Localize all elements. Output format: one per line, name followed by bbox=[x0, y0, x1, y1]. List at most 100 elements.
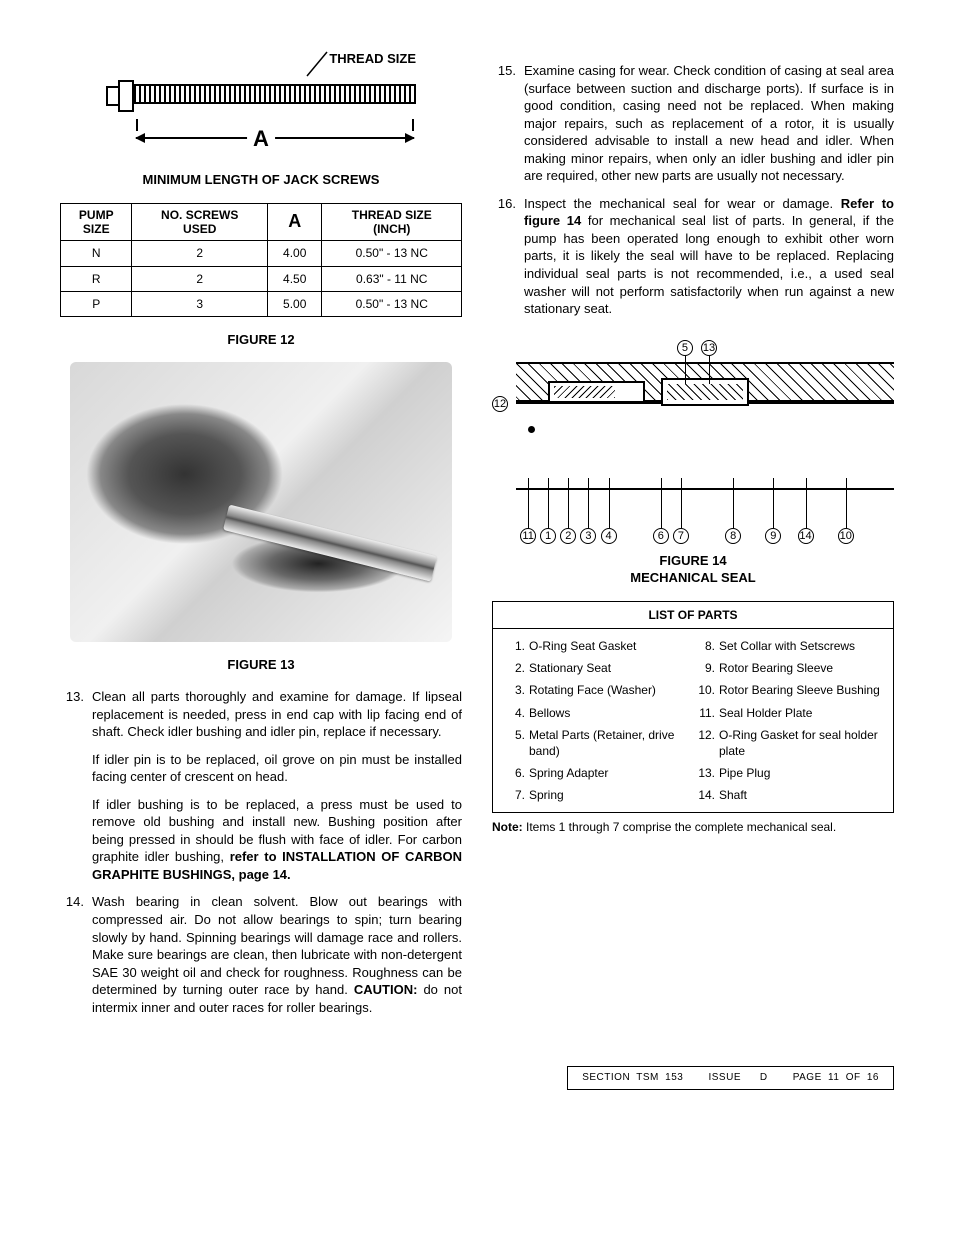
callout-4: 4 bbox=[601, 528, 617, 544]
callout-2: 2 bbox=[560, 528, 576, 544]
figure-14-line2: MECHANICAL SEAL bbox=[630, 570, 755, 585]
callout-3: 3 bbox=[580, 528, 596, 544]
part-name: Stationary Seat bbox=[529, 660, 693, 676]
part-name: Shaft bbox=[719, 787, 883, 803]
paragraph: Wash bearing in clean solvent. Blow out … bbox=[92, 893, 462, 1016]
part-number: 2. bbox=[503, 660, 525, 676]
part-name: Pipe Plug bbox=[719, 765, 883, 781]
parts-col-right: 8.Set Collar with Setscrews9.Rotor Beari… bbox=[693, 635, 883, 807]
paragraph: Inspect the mechanical seal for wear or … bbox=[524, 195, 894, 318]
part-name: Bellows bbox=[529, 705, 693, 721]
table-cell: 2 bbox=[132, 266, 267, 291]
parts-row: 14.Shaft bbox=[693, 784, 883, 806]
paragraph: Clean all parts thoroughly and examine f… bbox=[92, 688, 462, 741]
callout-7: 7 bbox=[673, 528, 689, 544]
part-number: 9. bbox=[693, 660, 715, 676]
figure-14-caption: FIGURE 14 MECHANICAL SEAL bbox=[492, 552, 894, 587]
table-row: N24.000.50" - 13 NC bbox=[61, 241, 462, 266]
part-name: O-Ring Seat Gasket bbox=[529, 638, 693, 654]
list-item: 15. Examine casing for wear. Check condit… bbox=[492, 62, 894, 185]
part-name: Spring bbox=[529, 787, 693, 803]
th-pump-size: PUMPSIZE bbox=[61, 203, 132, 241]
part-number: 7. bbox=[503, 787, 525, 803]
step-number: 15. bbox=[492, 62, 516, 185]
callout-11: 11 bbox=[520, 528, 536, 544]
step-body: Inspect the mechanical seal for wear or … bbox=[524, 195, 894, 318]
parts-note: Note: Items 1 through 7 comprise the com… bbox=[492, 819, 894, 835]
footer-of-label: OF bbox=[846, 1072, 861, 1083]
step-body: Wash bearing in clean solvent. Blow out … bbox=[92, 893, 462, 1016]
footer-page-label: PAGE bbox=[793, 1072, 822, 1083]
table-cell: 0.63" - 11 NC bbox=[322, 266, 462, 291]
parts-row: 1.O-Ring Seat Gasket bbox=[503, 635, 693, 657]
parts-row: 6.Spring Adapter bbox=[503, 762, 693, 784]
page-footer: SECTION TSM 153 ISSUE D PAGE 11 OF 16 bbox=[60, 1066, 894, 1090]
footer-box: SECTION TSM 153 ISSUE D PAGE 11 OF 16 bbox=[567, 1066, 894, 1090]
part-number: 5. bbox=[503, 727, 525, 759]
callout-12: 12 bbox=[492, 396, 508, 412]
parts-col-left: 1.O-Ring Seat Gasket2.Stationary Seat3.R… bbox=[503, 635, 693, 807]
part-name: Rotor Bearing Sleeve Bushing bbox=[719, 682, 883, 698]
part-number: 11. bbox=[693, 705, 715, 721]
paragraph: If idler pin is to be replaced, oil grov… bbox=[92, 751, 462, 786]
table-cell: 4.50 bbox=[267, 266, 322, 291]
part-number: 1. bbox=[503, 638, 525, 654]
th-a: A bbox=[267, 203, 322, 241]
parts-row: 12.O-Ring Gasket for seal holder plate bbox=[693, 724, 883, 762]
table-cell: 0.50" - 13 NC bbox=[322, 241, 462, 266]
right-step-list: 15. Examine casing for wear. Check condit… bbox=[492, 62, 894, 318]
part-number: 8. bbox=[693, 638, 715, 654]
parts-row: 13.Pipe Plug bbox=[693, 762, 883, 784]
right-column: 15.Examine casing for wear. Check condit… bbox=[492, 50, 894, 1026]
figure-12-label: FIGURE 12 bbox=[60, 331, 462, 349]
screw-dimension: A bbox=[106, 119, 416, 153]
footer-issue-no: 153 bbox=[665, 1072, 683, 1083]
part-name: Rotor Bearing Sleeve bbox=[719, 660, 883, 676]
screw-table: PUMPSIZE NO. SCREWSUSED A THREAD SIZE(IN… bbox=[60, 203, 462, 317]
th-no-screws: NO. SCREWSUSED bbox=[132, 203, 267, 241]
parts-row: 7.Spring bbox=[503, 784, 693, 806]
table-cell: N bbox=[61, 241, 132, 266]
callout-9: 9 bbox=[765, 528, 781, 544]
dimension-letter: A bbox=[247, 124, 275, 154]
step-number: 14. bbox=[60, 893, 84, 1016]
parts-row: 10.Rotor Bearing Sleeve Bushing bbox=[693, 679, 883, 701]
part-number: 4. bbox=[503, 705, 525, 721]
table-cell: 3 bbox=[132, 291, 267, 316]
parts-row: 11.Seal Holder Plate bbox=[693, 702, 883, 724]
footer-section-value: TSM bbox=[636, 1072, 659, 1083]
part-number: 12. bbox=[693, 727, 715, 759]
figure-14-diagram: 5131112346789141012 bbox=[492, 336, 894, 546]
figure-13-label: FIGURE 13 bbox=[60, 656, 462, 674]
page-content: THREAD SIZE A MINIMUM LENGTH OF JACK SCR… bbox=[60, 50, 894, 1026]
table-cell: 0.50" - 13 NC bbox=[322, 291, 462, 316]
table-row: P35.000.50" - 13 NC bbox=[61, 291, 462, 316]
left-step-list: 13. Clean all parts thoroughly and examin… bbox=[60, 688, 462, 1016]
figure-13-image bbox=[70, 362, 452, 642]
parts-row: 2.Stationary Seat bbox=[503, 657, 693, 679]
callout-10: 10 bbox=[838, 528, 854, 544]
list-item: 16. Inspect the mechanical seal for wear … bbox=[492, 195, 894, 318]
left-column: THREAD SIZE A MINIMUM LENGTH OF JACK SCR… bbox=[60, 50, 462, 1026]
parts-row: 9.Rotor Bearing Sleeve bbox=[693, 657, 883, 679]
part-number: 10. bbox=[693, 682, 715, 698]
step-number: 16. bbox=[492, 195, 516, 318]
part-name: Set Collar with Setscrews bbox=[719, 638, 883, 654]
parts-list-box: LIST OF PARTS 1.O-Ring Seat Gasket2.Stat… bbox=[492, 601, 894, 814]
table-cell: 5.00 bbox=[267, 291, 322, 316]
footer-page-total: 16 bbox=[867, 1072, 879, 1083]
parts-row: 4.Bellows bbox=[503, 702, 693, 724]
footer-issue-letter: D bbox=[760, 1072, 768, 1083]
callout-1: 1 bbox=[540, 528, 556, 544]
parts-row: 5.Metal Parts (Retainer, drive band) bbox=[503, 724, 693, 762]
part-name: Spring Adapter bbox=[529, 765, 693, 781]
table-cell: 2 bbox=[132, 241, 267, 266]
paragraph: If idler bushing is to be replaced, a pr… bbox=[92, 796, 462, 884]
step-body: Clean all parts thoroughly and examine f… bbox=[92, 688, 462, 883]
table-cell: P bbox=[61, 291, 132, 316]
step-number: 13. bbox=[60, 688, 84, 883]
list-item: 13. Clean all parts thoroughly and examin… bbox=[60, 688, 462, 883]
step-body: Examine casing for wear. Check condition… bbox=[524, 62, 894, 185]
part-number: 13. bbox=[693, 765, 715, 781]
note-prefix: Note: bbox=[492, 820, 523, 834]
